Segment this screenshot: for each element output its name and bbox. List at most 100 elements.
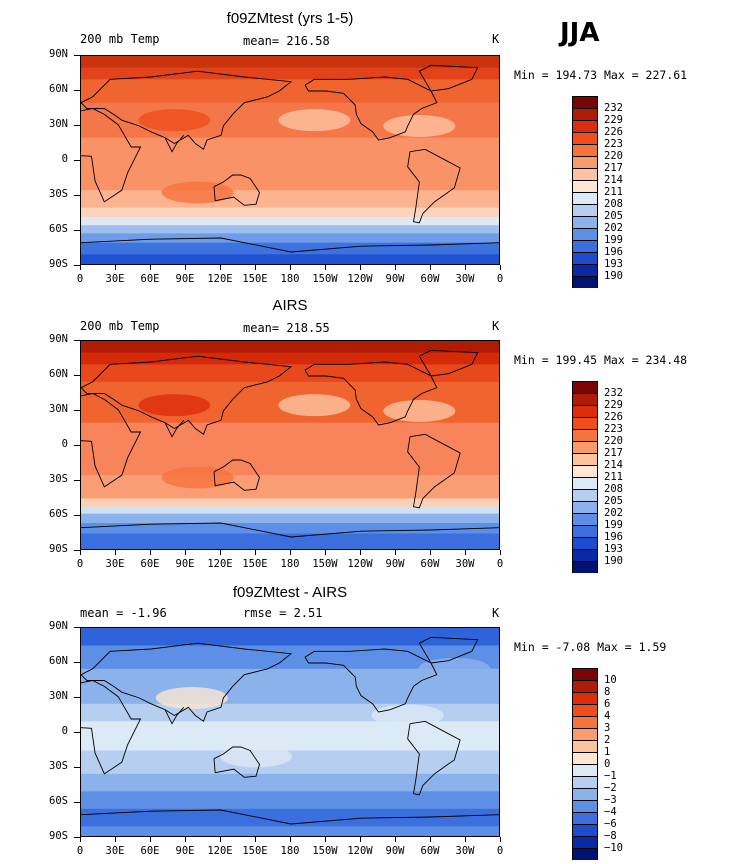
colorbar-label: 193 xyxy=(604,543,623,555)
lon-tick-label: 60W xyxy=(420,558,440,570)
coastline xyxy=(407,720,461,796)
contour-band xyxy=(81,523,499,534)
colorbar-swatch xyxy=(572,429,598,441)
lat-tick-label: 30N xyxy=(49,403,68,415)
lon-tick xyxy=(80,265,81,270)
panel-title: f09ZMtest - AIRS xyxy=(232,584,348,601)
mean-label: mean= 218.55 xyxy=(243,321,330,335)
colorbar-label: 1 xyxy=(604,746,611,758)
lat-tick xyxy=(74,550,80,551)
lon-tick xyxy=(115,837,116,842)
lat-tick xyxy=(74,627,80,628)
lat-tick xyxy=(74,90,80,91)
contour-feature xyxy=(155,687,228,709)
lat-tick xyxy=(74,195,80,196)
lat-tick-label: 90S xyxy=(49,543,68,555)
colorbar-swatch xyxy=(572,405,598,417)
lon-tick-label: 60E xyxy=(140,558,160,570)
colorbar-swatch xyxy=(572,120,598,132)
rmse-label: rmse = 2.51 xyxy=(243,606,323,620)
lon-tick-label: 60E xyxy=(140,845,160,857)
minmax-label: Min = 199.45 Max = 234.48 xyxy=(514,353,688,367)
contour-band xyxy=(81,498,499,508)
panel-title: f09ZMtest (yrs 1-5) xyxy=(226,10,354,27)
colorbar-swatch xyxy=(572,836,598,848)
colorbar-swatch xyxy=(572,561,598,573)
coastline xyxy=(81,680,142,775)
contour-band xyxy=(81,773,499,792)
colorbar-swatch xyxy=(572,96,598,108)
lon-tick xyxy=(220,550,221,555)
colorbar-swatch xyxy=(572,477,598,489)
lat-tick-label: 30N xyxy=(49,118,68,130)
colorbar-label: −2 xyxy=(604,782,617,794)
lon-tick xyxy=(360,837,361,842)
lon-tick xyxy=(500,550,501,555)
panel-3: f09ZMtest - AIRS mean = -1.96 rmse = 2.5… xyxy=(0,582,733,864)
field-label: 200 mb Temp xyxy=(80,319,160,333)
map-plot xyxy=(80,55,500,265)
colorbar: 10 8 6 4 3 2 1 0 −1 −2 −3 −4 −6 −8 −10 xyxy=(572,668,623,860)
contour-band xyxy=(81,352,499,365)
contour-map xyxy=(81,341,499,549)
lon-tick xyxy=(290,550,291,555)
lat-tick xyxy=(74,697,80,698)
lon-tick xyxy=(395,550,396,555)
contour-feature xyxy=(161,181,234,204)
lon-tick xyxy=(80,837,81,842)
lon-tick xyxy=(150,837,151,842)
lon-tick-label: 120W xyxy=(347,273,373,285)
colorbar-label: −10 xyxy=(604,842,623,854)
contour-band xyxy=(81,513,499,524)
lon-tick-label: 120W xyxy=(347,558,373,570)
colorbar-label: 2 xyxy=(604,734,611,746)
colorbar-label: 202 xyxy=(604,222,623,234)
lon-tick xyxy=(255,265,256,270)
lon-tick xyxy=(185,837,186,842)
colorbar-label: 10 xyxy=(604,674,617,686)
colorbar-swatch xyxy=(572,728,598,740)
contour-band xyxy=(81,364,499,383)
contour-map xyxy=(81,628,499,836)
lon-tick xyxy=(80,550,81,555)
colorbar-swatch xyxy=(572,788,598,800)
contour-feature xyxy=(220,745,292,768)
colorbar-label: 193 xyxy=(604,258,623,270)
colorbar-swatch xyxy=(572,668,598,680)
lon-tick xyxy=(465,265,466,270)
colorbar-swatch xyxy=(572,501,598,513)
lat-tick-label: 90N xyxy=(49,333,68,345)
colorbar: 232 229 226 223 220 217 214 211 208 205 202 199 196 1… xyxy=(572,381,623,573)
contour-feature xyxy=(383,400,456,422)
lat-tick-label: 0 xyxy=(61,438,68,450)
colorbar-swatch xyxy=(572,204,598,216)
contour-band xyxy=(81,506,499,515)
colorbar-label: 232 xyxy=(604,102,623,114)
colorbar-swatch xyxy=(572,276,598,288)
colorbar-swatch xyxy=(572,824,598,836)
lon-tick xyxy=(325,265,326,270)
lon-tick-label: 150W xyxy=(312,273,338,285)
colorbar-swatch xyxy=(572,144,598,156)
colorbar-swatch xyxy=(572,132,598,144)
colorbar-label: 190 xyxy=(604,270,623,282)
coastline xyxy=(164,420,185,438)
lat-tick-label: 90S xyxy=(49,258,68,270)
lat-tick xyxy=(74,410,80,411)
contour-band xyxy=(81,190,499,209)
contour-band xyxy=(81,56,499,69)
colorbar-swatch xyxy=(572,264,598,276)
season-label: JJA xyxy=(560,18,600,48)
coastline xyxy=(81,393,142,488)
lon-tick-label: 90W xyxy=(385,558,405,570)
lat-tick xyxy=(74,662,80,663)
lat-tick-label: 60S xyxy=(49,508,68,520)
colorbar-swatch xyxy=(572,240,598,252)
lon-tick-label: 180 xyxy=(280,273,300,285)
colorbar-label: 4 xyxy=(604,710,611,722)
contour-band xyxy=(81,422,499,476)
lon-tick-label: 30W xyxy=(455,845,475,857)
contour-band xyxy=(81,217,499,226)
lon-tick-label: 90W xyxy=(385,273,405,285)
lon-tick-label: 90E xyxy=(175,558,195,570)
